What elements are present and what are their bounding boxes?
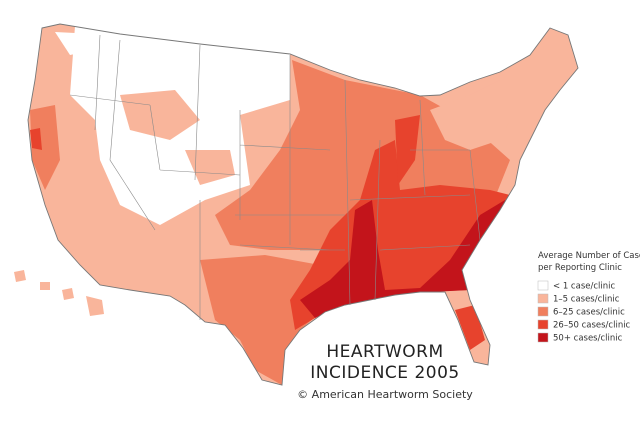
title-line: INCIDENCE 2005 [310, 363, 459, 383]
legend-label: 6–25 cases/clinic [553, 308, 625, 318]
incidence-region [395, 115, 420, 185]
legend-swatch [537, 280, 549, 291]
incidence-region [30, 105, 60, 190]
incidence-region [55, 32, 95, 55]
alaska-hawaii [14, 270, 104, 316]
legend-label: 26–50 cases/clinic [553, 321, 631, 331]
legend-swatch [537, 293, 549, 304]
legend-title: per Reporting Clinic [538, 263, 622, 273]
incidence-region [430, 80, 520, 150]
legend-swatch [537, 319, 549, 330]
incidence-region [30, 128, 42, 150]
state-lines [27, 23, 579, 386]
incidence-region [300, 200, 505, 318]
incidence-region [120, 90, 200, 140]
legend-swatch [537, 332, 549, 343]
incidence-region [14, 270, 104, 316]
title-line: HEARTWORM [326, 342, 443, 362]
incidence-region [185, 150, 235, 185]
legend-swatch [537, 306, 549, 317]
legend: Average Number of Cases per Reporting Cl… [537, 251, 640, 344]
credit: © American Heartworm Society [297, 388, 473, 401]
legend-title: Average Number of Cases [538, 251, 640, 261]
legend-label: < 1 case/clinic [553, 282, 615, 292]
legend-label: 1–5 cases/clinic [553, 295, 620, 305]
legend-label: 50+ cases/clinic [553, 334, 623, 344]
